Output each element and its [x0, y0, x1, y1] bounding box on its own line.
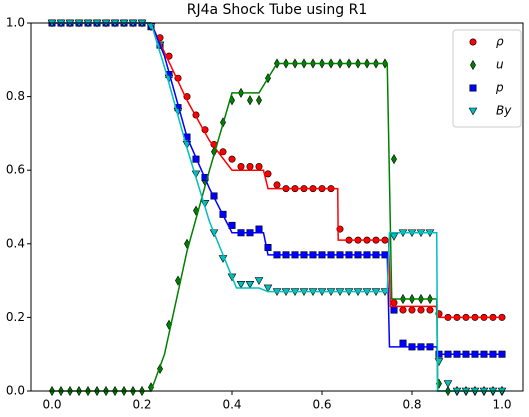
marker: [264, 243, 272, 251]
x-tick-label: 0.4: [222, 398, 241, 412]
marker: [434, 358, 444, 366]
legend-label: u: [496, 58, 504, 72]
marker: [264, 170, 272, 178]
marker: [390, 306, 398, 314]
marker: [255, 225, 263, 233]
chart-title: RJ4a Shock Tube using R1: [187, 2, 368, 18]
marker: [228, 155, 236, 163]
y-tick-label: 0.4: [6, 236, 25, 250]
x-tick-label: 1.0: [492, 398, 511, 412]
y-tick-label: 0.8: [6, 89, 25, 103]
marker: [469, 38, 477, 46]
marker: [399, 339, 407, 347]
marker: [468, 107, 478, 116]
marker: [469, 84, 477, 92]
marker: [399, 306, 407, 314]
x-tick-label: 0.0: [42, 398, 61, 412]
legend-box: [452, 29, 522, 128]
exact-line: [52, 22, 502, 392]
marker: [391, 154, 397, 165]
marker: [443, 380, 453, 389]
exact-line: [52, 62, 502, 392]
marker: [246, 163, 254, 171]
marker: [219, 148, 227, 156]
marker: [245, 280, 255, 289]
exact-line: [52, 22, 502, 319]
legend-label: ρ: [496, 35, 504, 49]
y-tick-label: 0.6: [6, 163, 25, 177]
marker: [470, 59, 476, 71]
marker: [236, 280, 246, 289]
y-tick-label: 0.2: [6, 310, 25, 324]
marker: [390, 299, 398, 307]
plot-frame: [30, 22, 524, 392]
marker: [256, 95, 262, 106]
marker: [273, 181, 281, 189]
marker: [426, 306, 434, 314]
marker: [408, 306, 416, 314]
legend-label: By: [496, 104, 512, 118]
marker: [175, 275, 181, 286]
marker: [254, 277, 264, 286]
marker: [247, 95, 253, 106]
x-tick-label: 0.6: [312, 398, 331, 412]
marker: [263, 284, 273, 293]
legend-label: p: [495, 81, 504, 95]
marker: [237, 163, 245, 171]
y-tick-label: 0.0: [6, 384, 25, 398]
marker: [255, 163, 263, 171]
x-tick-label: 0.2: [132, 398, 151, 412]
x-tick-label: 0.8: [402, 398, 421, 412]
marker: [417, 306, 425, 314]
y-tick-label: 1.0: [6, 16, 25, 30]
